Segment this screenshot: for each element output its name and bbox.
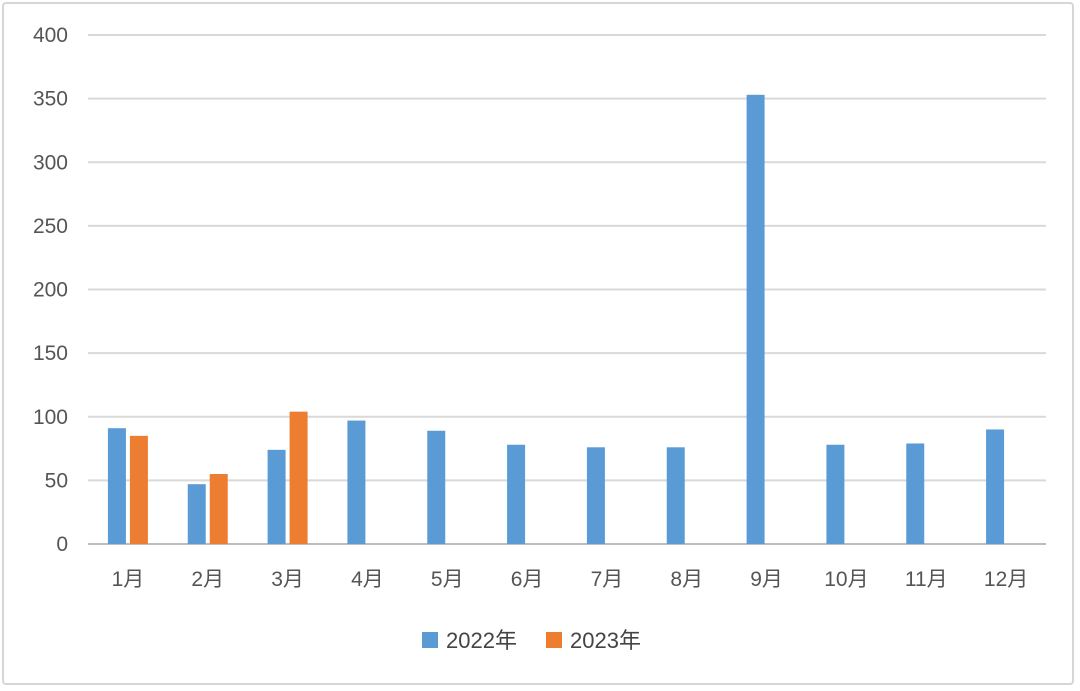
legend-swatch xyxy=(546,632,562,648)
bar-2022年-4月 xyxy=(347,420,366,544)
y-tick-label: 0 xyxy=(56,533,68,556)
bars xyxy=(107,94,1005,545)
bar-2022年-6月 xyxy=(507,444,526,544)
x-axis-ticks: 1月 2月 3月 4月 5月 6月 7月 8月 9月 10月 11月 12月 xyxy=(112,568,1029,591)
y-tick-label: 350 xyxy=(33,88,68,111)
y-axis-ticks: 0 50 100 150 200 250 300 350 400 xyxy=(33,24,68,556)
x-tick-label: 9月 xyxy=(750,568,783,591)
x-tick-label: 11月 xyxy=(905,568,948,591)
bar-2022年-11月 xyxy=(906,443,925,544)
legend: 2022年 2023年 xyxy=(422,628,641,653)
bar-2022年-7月 xyxy=(586,447,605,544)
x-tick-label: 10月 xyxy=(824,568,868,591)
bar-2023年-2月 xyxy=(209,474,228,544)
x-tick-label: 1月 xyxy=(112,568,145,591)
bar-2023年-3月 xyxy=(289,411,308,544)
legend-label: 2022年 xyxy=(446,628,517,653)
bar-2022年-9月 xyxy=(746,94,765,545)
y-tick-label: 100 xyxy=(33,406,68,429)
y-tick-label: 300 xyxy=(33,151,68,174)
bar-2022年-10月 xyxy=(826,444,845,544)
y-tick-label: 200 xyxy=(33,279,68,302)
bar-2022年-8月 xyxy=(666,447,685,544)
legend-swatch xyxy=(422,632,438,648)
y-tick-label: 150 xyxy=(33,342,68,365)
bar-2022年-12月 xyxy=(986,429,1005,544)
legend-label: 2023年 xyxy=(570,628,641,653)
x-tick-label: 2月 xyxy=(191,568,224,591)
x-tick-label: 5月 xyxy=(431,568,464,591)
bar-2023年-1月 xyxy=(129,435,148,544)
bar-2022年-5月 xyxy=(427,430,446,544)
x-tick-label: 6月 xyxy=(511,568,544,591)
y-tick-label: 250 xyxy=(33,215,68,238)
gridlines xyxy=(88,34,1046,545)
bar-2022年-3月 xyxy=(267,449,286,544)
y-tick-label: 50 xyxy=(45,469,68,492)
bar-2022年-1月 xyxy=(107,428,126,544)
x-tick-label: 7月 xyxy=(591,568,624,591)
x-tick-label: 3月 xyxy=(271,568,304,591)
x-tick-label: 4月 xyxy=(351,568,384,591)
bar-2022年-2月 xyxy=(187,484,206,544)
x-tick-label: 12月 xyxy=(984,568,1028,591)
x-tick-label: 8月 xyxy=(670,568,703,591)
y-tick-label: 400 xyxy=(33,24,68,47)
